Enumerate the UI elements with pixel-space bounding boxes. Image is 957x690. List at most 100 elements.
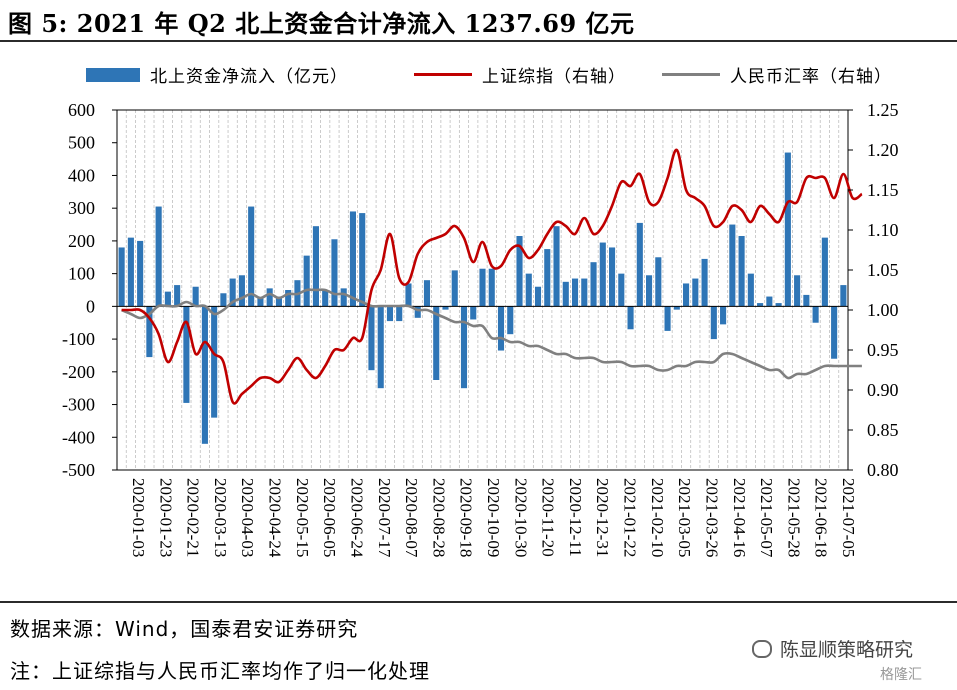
bar [840, 285, 847, 307]
x-tick-label: 2020-06-24 [348, 478, 367, 558]
x-tick-label: 2020-01-03 [129, 478, 148, 557]
bar [118, 247, 125, 307]
y-right-tick-label: 1.20 [867, 140, 899, 160]
bar [340, 288, 347, 307]
y-left-tick-label: 600 [68, 100, 95, 120]
bar [405, 283, 412, 307]
x-tick-label: 2020-09-18 [457, 478, 476, 557]
bar [229, 278, 236, 307]
bar [562, 281, 569, 307]
x-tick-label: 2021-01-22 [621, 478, 640, 557]
bar [747, 273, 754, 307]
bar [738, 236, 745, 307]
legend-item-bar: 北上资金净流入（亿元） [86, 62, 348, 87]
x-tick-label: 2020-02-21 [184, 478, 203, 557]
series-line-sse [121, 148, 863, 405]
bar [377, 306, 384, 389]
bar [821, 237, 828, 307]
legend: 北上资金净流入（亿元） 上证综指（右轴） 人民币汇率（右轴） [0, 62, 957, 88]
bar [701, 258, 708, 307]
bar [396, 306, 403, 322]
x-tick-label: 2021-05-28 [784, 478, 803, 557]
x-tick-label: 2020-05-15 [293, 478, 312, 557]
footer-rule [0, 601, 957, 603]
x-tick-label: 2020-11-20 [539, 478, 558, 557]
bar [359, 213, 366, 307]
y-left-tick-label: 0 [86, 296, 95, 316]
bar [155, 206, 162, 307]
x-tick-label: 2020-12-11 [566, 478, 585, 557]
source-note: 数据来源：Wind，国泰君安证券研究 [10, 617, 359, 641]
y-left-tick-label: -200 [62, 362, 95, 382]
bar [137, 240, 144, 307]
y-left-tick-label: -500 [62, 460, 95, 480]
bar [766, 296, 773, 307]
x-tick-label: 2021-03-05 [675, 478, 694, 557]
legend-label-line2: 人民币汇率（右轴） [730, 67, 892, 87]
y-right-tick-label: 1.10 [867, 220, 899, 240]
bar [627, 306, 634, 330]
series-line-rmb [121, 288, 862, 380]
bar [460, 306, 468, 389]
y-left-tick-label: 400 [68, 165, 95, 185]
bar [692, 278, 699, 307]
bar [312, 226, 319, 307]
bar [201, 306, 208, 444]
legend-swatch-line2 [662, 73, 720, 76]
x-tick-label: 2021-04-16 [730, 478, 749, 557]
x-tick-label: 2020-04-03 [238, 478, 257, 557]
bar [812, 306, 819, 323]
bar [266, 288, 273, 307]
bar [211, 306, 218, 418]
y-left-tick-label: -400 [62, 427, 95, 447]
wechat-icon [752, 639, 772, 658]
bar [525, 273, 532, 307]
chart: 600 500 400 300 200 100 0 -100 -200 -300 -400 -500 1… [62, 100, 899, 558]
legend-item-line1: 上证综指（右轴） [414, 62, 626, 87]
bar [285, 290, 292, 307]
bar [581, 278, 588, 307]
bar [599, 242, 606, 307]
bar [664, 306, 671, 331]
x-tick-label: 2020-12-31 [593, 478, 612, 557]
bar [775, 303, 782, 307]
bar [164, 291, 171, 307]
bar [683, 283, 690, 307]
bar [220, 293, 227, 307]
bar [479, 268, 486, 307]
bar [794, 275, 801, 307]
bar [507, 306, 514, 335]
legend-swatch-line1 [414, 73, 472, 76]
brand-label: 陈显顺策略研究 [780, 639, 914, 661]
y-left-tick-label: -300 [62, 395, 95, 415]
bar [553, 226, 560, 307]
y-right-tick-label: 1.00 [867, 300, 899, 320]
bar [710, 306, 717, 340]
y-right-tick-label: 0.80 [867, 460, 899, 480]
y-right-tick-label: 0.95 [867, 340, 899, 360]
bar [238, 275, 245, 307]
bar [248, 206, 255, 307]
bar [784, 152, 791, 307]
bar [303, 255, 310, 307]
bar [192, 286, 199, 307]
bar [275, 296, 282, 307]
bar [349, 211, 357, 307]
bar [183, 306, 190, 403]
x-tick-label: 2020-04-24 [266, 478, 285, 558]
bar [146, 306, 153, 358]
bar [590, 262, 597, 307]
bar [488, 268, 495, 307]
bar [608, 247, 616, 307]
bar [720, 306, 727, 325]
bar [534, 286, 542, 307]
bar [516, 236, 523, 307]
x-tick-label: 2021-02-10 [648, 478, 667, 557]
bar [386, 306, 394, 322]
bar [646, 275, 653, 307]
y-right-tick-label: 0.85 [867, 420, 899, 440]
bar [257, 298, 264, 307]
x-tick-label: 2020-06-05 [320, 478, 339, 557]
normalization-note: 注：上证综指与人民币汇率均作了归一化处理 [10, 659, 430, 683]
bar [729, 224, 736, 307]
